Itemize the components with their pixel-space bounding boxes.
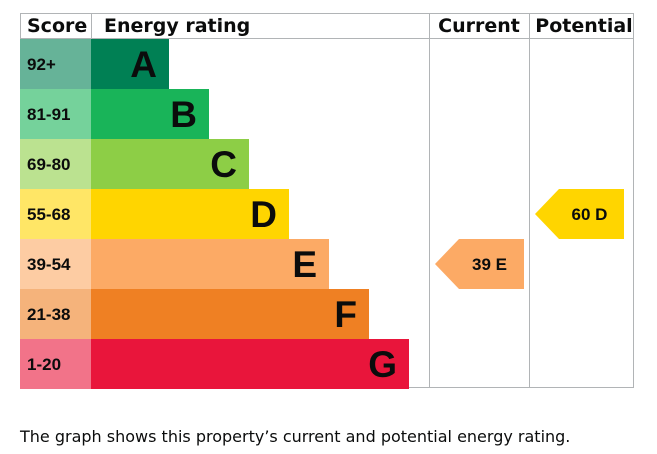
score-cell — [20, 39, 91, 89]
current-rating-arrow-shape — [435, 239, 524, 289]
band-bar — [91, 89, 209, 139]
score-label: 92+ — [27, 55, 56, 74]
score-label: 21-38 — [27, 305, 70, 324]
score-label: 81-91 — [27, 105, 70, 124]
band-c: 69-80 C — [20, 139, 249, 189]
score-cell — [20, 139, 91, 189]
band-letter: D — [250, 194, 277, 235]
energy-rating-chart: Score Energy rating Current Potential 92… — [20, 13, 634, 389]
potential-rating-arrow-shape — [535, 189, 624, 239]
band-f: 21-38 F — [20, 289, 369, 339]
current-rating-arrow-label: 39 E — [472, 255, 507, 274]
current-header: Current — [438, 15, 520, 37]
band-bar — [91, 39, 169, 89]
score-cell — [20, 89, 91, 139]
score-cell — [20, 189, 91, 239]
potential-rating-arrow-label: 60 D — [572, 205, 608, 224]
band-bar — [91, 289, 369, 339]
score-label: 39-54 — [27, 255, 71, 274]
score-cell — [20, 289, 91, 339]
band-bar — [91, 189, 289, 239]
band-b: 81-91 B — [20, 89, 209, 139]
band-d: 55-68 D — [20, 189, 289, 239]
band-bar — [91, 139, 249, 189]
current-rating-arrow: 39 E — [435, 239, 524, 289]
chart-caption: The graph shows this property’s current … — [20, 427, 571, 446]
energy-rating-header: Energy rating — [104, 15, 250, 37]
band-a: 92+ A — [20, 39, 169, 89]
rating-bands: 92+ A 81-91 B 69-80 C 55-68 D 39-54 E 21-38 F 1-20 G — [20, 39, 409, 389]
band-letter: E — [292, 244, 317, 285]
rating-markers: 39 E 60 D — [435, 189, 624, 289]
potential-rating-arrow: 60 D — [535, 189, 624, 239]
band-letter: F — [334, 294, 357, 335]
band-bar — [91, 239, 329, 289]
score-cell — [20, 239, 91, 289]
band-e: 39-54 E — [20, 239, 329, 289]
score-cell — [20, 339, 91, 389]
score-label: 1-20 — [27, 355, 61, 374]
band-bar — [91, 339, 409, 389]
score-label: 69-80 — [27, 155, 70, 174]
band-letter: G — [368, 344, 397, 385]
band-g: 1-20 G — [20, 339, 409, 389]
band-letter: C — [210, 144, 237, 185]
potential-header: Potential — [535, 15, 632, 37]
band-letter: A — [130, 44, 157, 85]
score-header: Score — [27, 15, 87, 37]
score-label: 55-68 — [27, 205, 70, 224]
band-letter: B — [170, 94, 197, 135]
